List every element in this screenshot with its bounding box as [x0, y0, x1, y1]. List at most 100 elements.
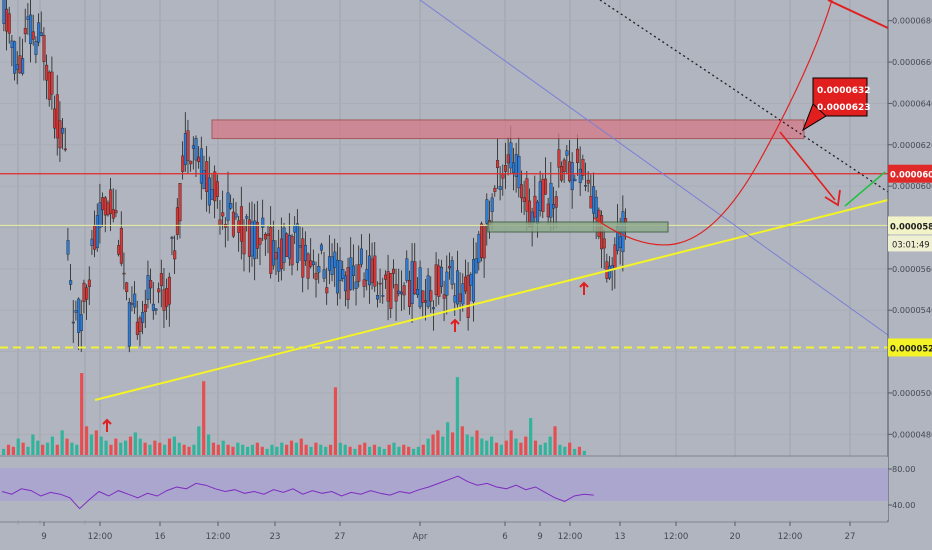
x-axis-tick-label: 12:00 — [88, 532, 113, 542]
volume-bar — [84, 426, 89, 455]
candle-body — [541, 178, 545, 212]
volume-bar — [182, 444, 186, 455]
candle-body — [424, 300, 428, 303]
candle-body — [391, 268, 395, 274]
volume-bar — [260, 446, 264, 455]
volume-bar — [411, 448, 416, 455]
candle-body — [50, 71, 54, 95]
volume-bar — [572, 448, 577, 455]
candle-body — [271, 240, 275, 266]
volume-bar — [138, 438, 142, 455]
volume-bar — [504, 440, 508, 455]
volume-bar — [368, 446, 372, 455]
volume-bar — [426, 438, 430, 455]
candle-body — [255, 222, 259, 249]
candle-body — [322, 269, 326, 279]
candle-body — [624, 218, 628, 223]
price-label-0000581-box — [888, 216, 932, 235]
volume-bar — [21, 442, 25, 455]
candle-body — [141, 312, 145, 323]
volume-bar — [2, 448, 6, 455]
x-axis-tick-label: Apr — [413, 532, 428, 542]
candle-body — [159, 273, 163, 287]
volume-bar — [490, 436, 494, 455]
candle-body — [186, 130, 190, 161]
candle-body — [493, 187, 497, 192]
x-axis-tick-label: 9 — [41, 532, 46, 542]
candle-body — [103, 197, 107, 216]
volume-bar — [548, 436, 552, 455]
candle-body — [253, 220, 257, 260]
x-axis-tick-label: 12:00 — [558, 532, 583, 542]
volume-bar — [519, 442, 523, 455]
candle-body — [106, 202, 110, 216]
candle-body — [389, 273, 393, 309]
volume-bar — [255, 442, 259, 455]
candle-body — [618, 236, 622, 248]
y-axis-tick-label: 0.0000560 — [892, 264, 932, 274]
candle-body — [95, 215, 99, 248]
candle-body — [416, 289, 420, 295]
candle-body — [581, 159, 585, 176]
candle-body — [263, 234, 267, 240]
volume-bar — [524, 436, 528, 455]
volume-bar — [280, 442, 284, 455]
volume-bar — [55, 444, 59, 455]
candle-body — [509, 142, 513, 169]
volume-bar — [285, 444, 289, 455]
candle-body — [562, 159, 566, 172]
candle-body — [301, 238, 305, 278]
candle-body — [71, 321, 75, 324]
candle-body — [343, 275, 347, 292]
candle-body — [21, 58, 25, 74]
volume-bar — [407, 446, 411, 455]
candle-body — [586, 179, 590, 184]
volume-bar — [124, 440, 128, 455]
candle-body — [311, 261, 315, 266]
candle-body — [234, 213, 238, 218]
candle-body — [151, 303, 155, 311]
price-label-0000606: 0.0000606 — [890, 170, 932, 180]
candle-body — [258, 238, 262, 245]
candle-body — [602, 238, 606, 249]
candle-body — [183, 133, 187, 165]
candle-body — [114, 210, 118, 214]
candle-body — [383, 274, 387, 280]
volume-bar — [475, 430, 479, 455]
candle-body — [474, 258, 478, 274]
trendline-down — [419, 0, 889, 336]
x-axis-tick-label: 12:00 — [664, 532, 689, 542]
candle-body — [413, 261, 417, 294]
candle-body — [125, 282, 129, 292]
candle-body — [319, 244, 323, 251]
candle-body — [408, 280, 412, 307]
candle-body — [154, 308, 158, 311]
candle-body — [533, 195, 537, 218]
volume-bar — [494, 442, 499, 455]
callout-pointer — [802, 103, 827, 132]
candle-body — [287, 235, 291, 259]
volume-bar — [270, 444, 274, 455]
volume-bar — [563, 446, 567, 455]
candle-body — [538, 181, 542, 211]
candle-body — [469, 274, 473, 286]
candle-body — [39, 32, 43, 36]
volume-bar — [50, 436, 54, 455]
x-axis-tick-label: 16 — [155, 532, 166, 542]
volume-bar — [353, 448, 357, 455]
candle-body — [552, 204, 556, 209]
candle-body — [432, 307, 436, 310]
volume-bar — [324, 446, 328, 455]
candle-body — [330, 256, 334, 275]
candle-body — [335, 259, 339, 294]
volume-bar — [216, 444, 220, 455]
candle-body — [101, 197, 105, 211]
candle-body — [349, 257, 353, 290]
volume-bar — [60, 430, 64, 455]
volume-bar — [485, 440, 489, 455]
up-arrow-head — [450, 318, 460, 325]
candle-body — [37, 22, 41, 43]
volume-bar — [265, 448, 269, 455]
volume-bar — [436, 430, 440, 455]
candle-body — [458, 293, 462, 302]
